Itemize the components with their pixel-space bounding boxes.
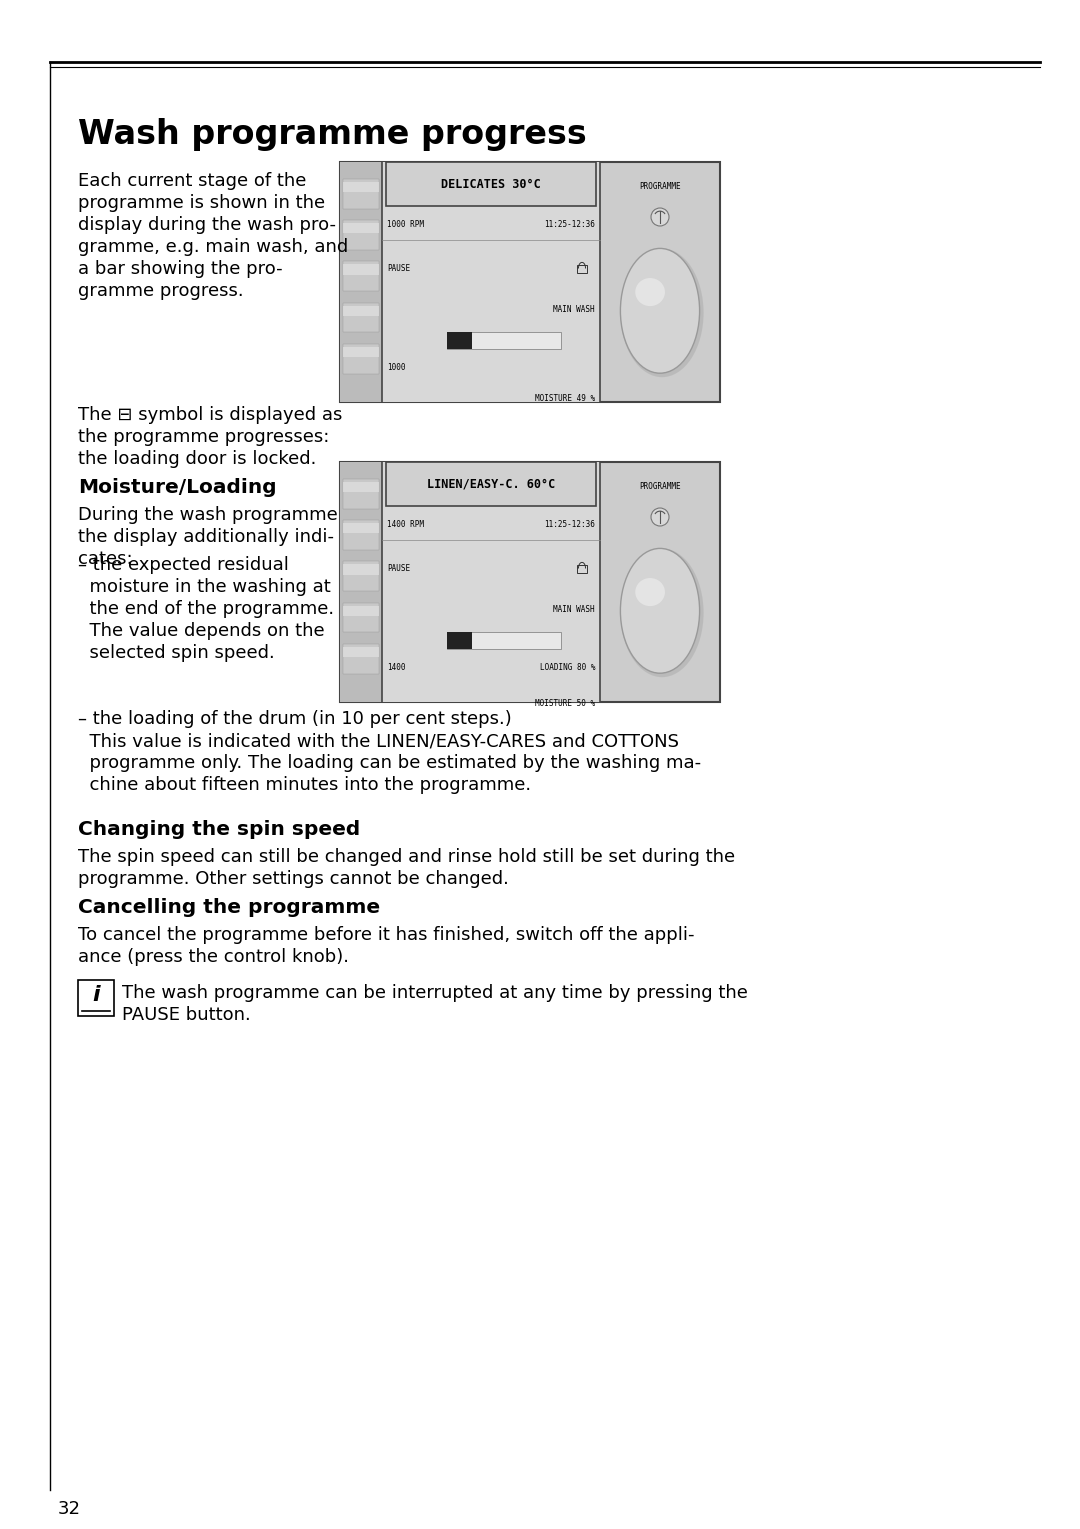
Bar <box>343 261 379 291</box>
Bar <box>343 306 379 317</box>
Text: chine about fifteen minutes into the programme.: chine about fifteen minutes into the pro… <box>78 777 531 794</box>
Text: DELICATES 30°C: DELICATES 30°C <box>441 177 541 191</box>
Circle shape <box>651 508 669 526</box>
Text: MOISTURE 49 %: MOISTURE 49 % <box>535 394 595 404</box>
Text: MAIN WASH: MAIN WASH <box>553 306 595 313</box>
Bar <box>343 265 379 275</box>
Bar <box>343 303 379 332</box>
Bar <box>343 564 379 575</box>
Bar <box>382 162 600 402</box>
Text: the programme progresses:: the programme progresses: <box>78 428 329 446</box>
Ellipse shape <box>635 278 665 306</box>
Text: moisture in the washing at: moisture in the washing at <box>78 578 330 596</box>
Bar <box>447 633 561 650</box>
Text: display during the wash pro-: display during the wash pro- <box>78 216 336 234</box>
Bar <box>343 602 379 633</box>
Text: PAUSE: PAUSE <box>387 564 410 573</box>
Text: Each current stage of the: Each current stage of the <box>78 171 307 190</box>
Bar <box>343 344 379 373</box>
Text: 1000 RPM: 1000 RPM <box>387 220 424 229</box>
Ellipse shape <box>620 248 700 373</box>
Text: The wash programme can be interrupted at any time by pressing the: The wash programme can be interrupted at… <box>122 985 747 1001</box>
Text: PROGRAMME: PROGRAMME <box>639 182 680 191</box>
Bar <box>343 479 379 509</box>
Bar <box>343 647 379 657</box>
Text: 1000: 1000 <box>387 362 405 372</box>
Text: a bar showing the pro-: a bar showing the pro- <box>78 260 283 278</box>
Text: cates:: cates: <box>78 550 133 567</box>
Text: 1400: 1400 <box>387 662 405 671</box>
Text: To cancel the programme before it has finished, switch off the appli-: To cancel the programme before it has fi… <box>78 927 694 943</box>
Text: PROGRAMME: PROGRAMME <box>639 482 680 491</box>
Text: During the wash programme: During the wash programme <box>78 506 338 524</box>
Text: 1400 RPM: 1400 RPM <box>387 520 424 529</box>
Bar <box>447 633 472 650</box>
Text: MAIN WASH: MAIN WASH <box>553 605 595 615</box>
Ellipse shape <box>620 549 703 677</box>
Ellipse shape <box>635 578 665 605</box>
Bar <box>577 564 588 573</box>
Text: selected spin speed.: selected spin speed. <box>78 644 274 662</box>
Bar <box>343 347 379 358</box>
Bar <box>343 223 379 234</box>
Text: gramme progress.: gramme progress. <box>78 281 244 300</box>
Text: The value depends on the: The value depends on the <box>78 622 325 641</box>
Ellipse shape <box>620 549 700 673</box>
Bar <box>343 520 379 550</box>
Bar <box>343 179 379 208</box>
Text: LOADING 80 %: LOADING 80 % <box>540 662 595 671</box>
Bar <box>386 162 596 206</box>
Text: programme is shown in the: programme is shown in the <box>78 194 325 213</box>
Bar <box>343 523 379 534</box>
Text: PAUSE button.: PAUSE button. <box>122 1006 251 1024</box>
Ellipse shape <box>620 248 703 378</box>
Text: MOISTURE 50 %: MOISTURE 50 % <box>535 699 595 708</box>
Bar <box>340 162 720 402</box>
Text: 32: 32 <box>58 1500 81 1518</box>
Text: This value is indicated with the LINEN/EASY-CARES and COTTONS: This value is indicated with the LINEN/E… <box>78 732 679 751</box>
Text: Cancelling the programme: Cancelling the programme <box>78 898 380 917</box>
Bar <box>343 182 379 193</box>
Text: Changing the spin speed: Changing the spin speed <box>78 820 361 839</box>
Circle shape <box>651 208 669 226</box>
Bar <box>343 605 379 616</box>
Text: gramme, e.g. main wash, and: gramme, e.g. main wash, and <box>78 239 348 255</box>
Text: the display additionally indi-: the display additionally indi- <box>78 528 334 546</box>
Text: i: i <box>92 985 99 1005</box>
Text: Wash programme progress: Wash programme progress <box>78 118 586 151</box>
Bar <box>78 980 114 1015</box>
Text: The ⊟ symbol is displayed as: The ⊟ symbol is displayed as <box>78 407 342 424</box>
Text: The spin speed can still be changed and rinse hold still be set during the: The spin speed can still be changed and … <box>78 849 735 865</box>
Bar <box>340 462 720 702</box>
Bar <box>343 220 379 249</box>
Text: programme. Other settings cannot be changed.: programme. Other settings cannot be chan… <box>78 870 509 888</box>
Bar <box>340 462 382 702</box>
Text: 11:25-12:36: 11:25-12:36 <box>544 520 595 529</box>
Text: the end of the programme.: the end of the programme. <box>78 599 334 618</box>
Bar <box>447 332 561 349</box>
Text: PAUSE: PAUSE <box>387 265 410 274</box>
Bar <box>386 462 596 506</box>
Bar <box>340 162 382 402</box>
Bar <box>343 561 379 592</box>
Text: – the expected residual: – the expected residual <box>78 557 288 573</box>
Text: 11:25-12:36: 11:25-12:36 <box>544 220 595 229</box>
Text: ance (press the control knob).: ance (press the control knob). <box>78 948 349 966</box>
Text: programme only. The loading can be estimated by the washing ma-: programme only. The loading can be estim… <box>78 754 701 772</box>
Bar <box>577 265 588 272</box>
Text: – the loading of the drum (in 10 per cent steps.): – the loading of the drum (in 10 per cen… <box>78 709 512 728</box>
Bar <box>382 462 600 702</box>
Text: LINEN/EASY-C. 60°C: LINEN/EASY-C. 60°C <box>427 477 555 491</box>
Text: Moisture/Loading: Moisture/Loading <box>78 479 276 497</box>
Text: the loading door is locked.: the loading door is locked. <box>78 450 316 468</box>
Bar <box>343 482 379 492</box>
Bar <box>343 644 379 674</box>
Bar <box>447 332 472 349</box>
